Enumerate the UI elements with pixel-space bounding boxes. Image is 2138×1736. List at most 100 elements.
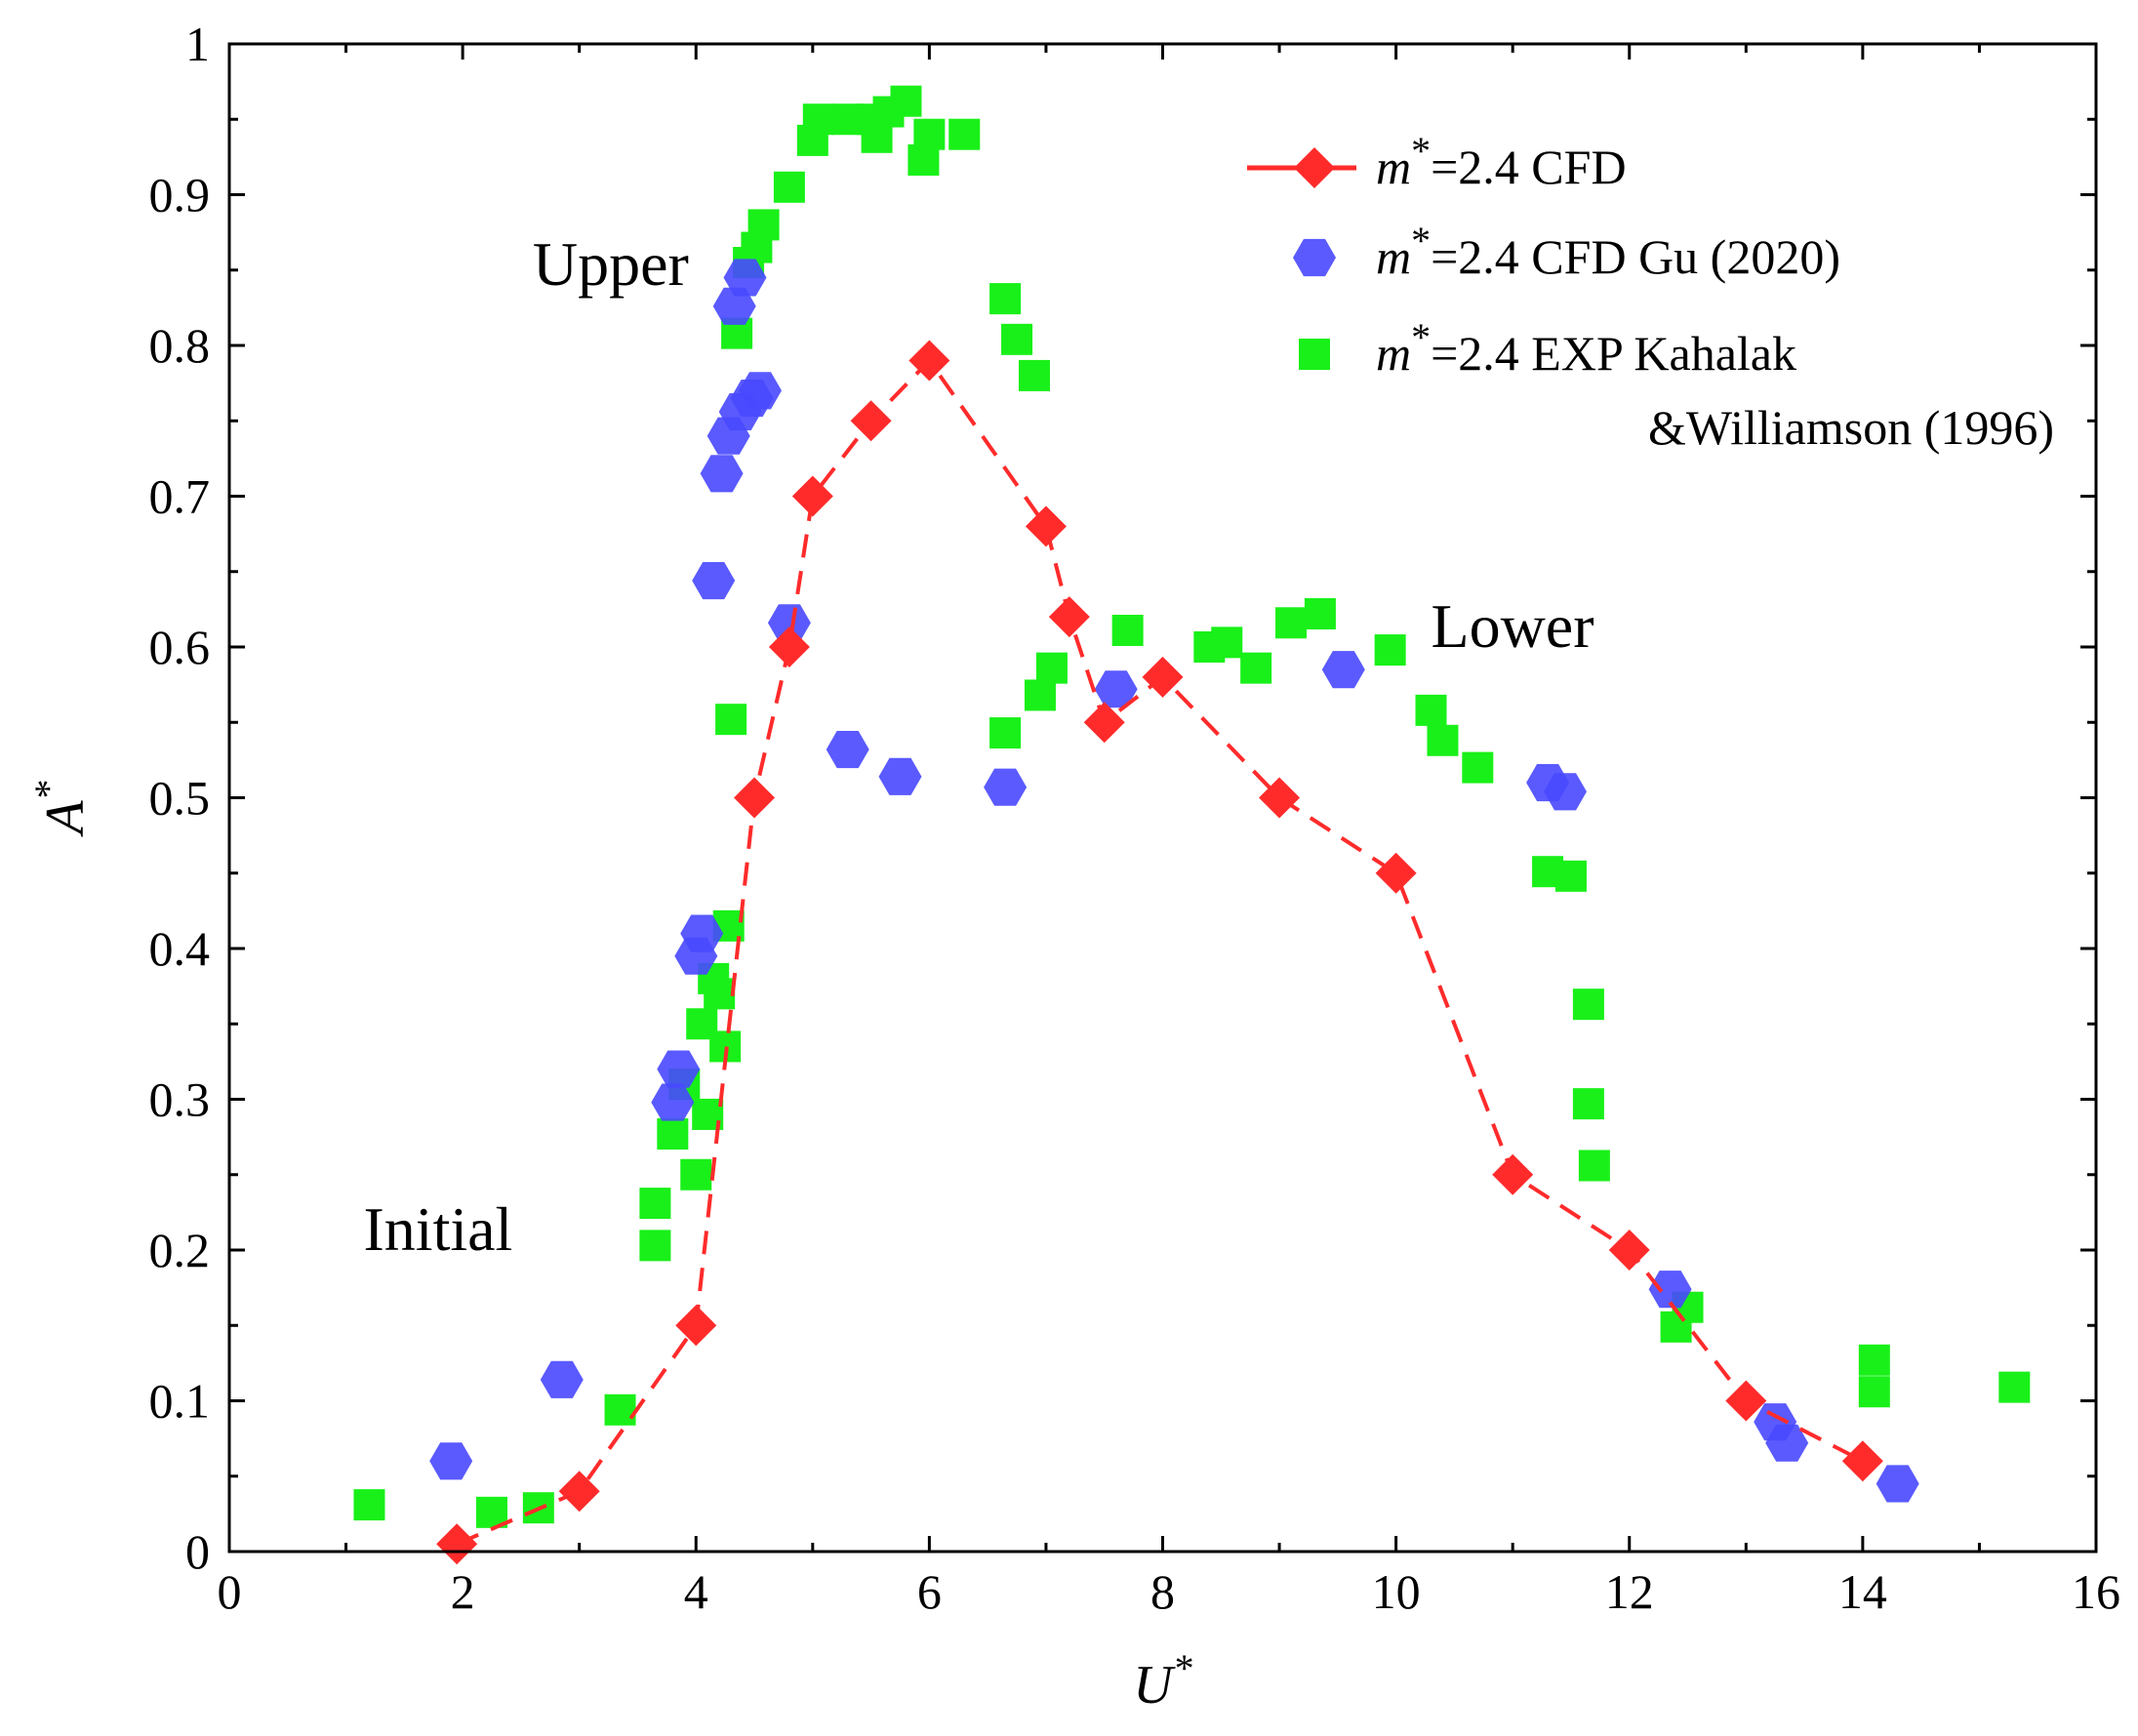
data-point-diamond	[558, 1471, 600, 1513]
data-point-square	[773, 171, 805, 203]
data-point-hexagon	[700, 455, 744, 493]
data-point-square	[948, 118, 981, 150]
data-point-square	[1998, 1371, 2031, 1403]
x-tick-label: 14	[1838, 1564, 1887, 1619]
data-point-hexagon	[826, 731, 869, 769]
y-tick-label: 1	[185, 17, 210, 71]
y-tick-label: 0.2	[149, 1223, 211, 1277]
y-tick-label: 0.8	[149, 318, 211, 373]
data-point-square	[704, 978, 736, 1010]
data-point-square	[1572, 1088, 1604, 1120]
x-tick-label: 2	[451, 1564, 475, 1619]
data-point-hexagon	[1765, 1424, 1809, 1462]
y-axis-title: A*	[26, 781, 96, 837]
x-tick-label: 0	[218, 1564, 242, 1619]
axis-title-superscript: *	[1173, 1646, 1192, 1690]
data-point-hexagon	[657, 1050, 701, 1088]
x-tick-label: 6	[917, 1564, 942, 1619]
data-point-hexagon	[1094, 670, 1138, 708]
series-square	[353, 85, 2031, 1528]
data-point-diamond	[675, 1305, 717, 1347]
y-tick-label: 0.7	[149, 469, 211, 524]
data-point-hexagon	[651, 1083, 695, 1121]
data-point-square	[802, 103, 834, 136]
legend-label-text: =2.4 CFD	[1431, 140, 1626, 194]
data-point-hexagon	[1648, 1271, 1692, 1309]
y-tick-label: 0.9	[149, 168, 211, 222]
regime-label-upper: Upper	[533, 229, 689, 299]
data-point-square	[1018, 359, 1050, 391]
data-point-diamond	[1375, 852, 1417, 894]
axis-title-text: A	[35, 800, 96, 838]
data-point-square	[1240, 652, 1272, 684]
data-point-square	[1035, 652, 1068, 684]
data-point-square	[1858, 1376, 1890, 1408]
data-point-diamond	[1048, 596, 1090, 638]
data-point-hexagon	[739, 372, 782, 410]
data-point-square	[1374, 634, 1406, 666]
axis-title-text: U	[1133, 1655, 1176, 1716]
y-tick-label: 0.3	[149, 1072, 211, 1127]
data-point-diamond	[436, 1523, 478, 1565]
data-point-diamond	[1492, 1153, 1534, 1195]
data-point-hexagon	[1876, 1465, 1919, 1503]
data-point-hexagon	[723, 259, 767, 297]
data-point-diamond	[768, 626, 810, 667]
data-point-hexagon	[1321, 651, 1365, 689]
data-point-square	[1111, 615, 1144, 647]
data-point-square	[1304, 598, 1336, 630]
y-tick-label: 0.6	[149, 620, 211, 674]
legend-marker-hexagon	[1293, 238, 1336, 277]
data-point-hexagon	[540, 1360, 584, 1398]
data-point-square	[639, 1188, 671, 1220]
data-point-square	[1275, 607, 1308, 639]
legend-symbol-m: m	[1376, 140, 1411, 194]
y-tick-label: 0.5	[149, 771, 211, 826]
legend-label-text: =2.4 EXP Kahalak	[1431, 326, 1796, 381]
regime-label-lower: Lower	[1431, 591, 1593, 661]
legend: m*=2.4 CFD m*=2.4 CFD Gu (2020) m*=2.4 EXP…	[1247, 129, 2054, 455]
data-point-hexagon	[712, 287, 756, 325]
legend-label-text: =2.4 CFD Gu (2020)	[1431, 229, 1840, 284]
series-layer	[353, 85, 2031, 1565]
data-point-square	[913, 118, 946, 150]
data-point-diamond	[908, 340, 950, 382]
data-point-square	[1024, 679, 1056, 711]
data-point-diamond	[1083, 702, 1125, 744]
data-point-square	[1554, 860, 1587, 892]
data-point-hexagon	[680, 914, 724, 952]
data-point-square	[989, 283, 1022, 315]
legend-marker-square	[1299, 339, 1330, 370]
data-point-hexagon	[1544, 773, 1587, 811]
data-point-square	[989, 717, 1022, 749]
data-point-square	[639, 1230, 671, 1262]
data-point-square	[353, 1489, 385, 1521]
axis-title-superscript: *	[26, 781, 70, 800]
plot-frame	[227, 42, 2098, 1554]
data-point-square	[1001, 323, 1033, 355]
data-point-square	[1858, 1344, 1890, 1376]
axis-labels: U* A*	[26, 781, 1192, 1716]
data-point-square	[1427, 724, 1459, 756]
data-point-diamond	[1142, 656, 1184, 698]
y-tick-label: 0.4	[149, 921, 211, 976]
x-tick-label: 8	[1150, 1564, 1175, 1619]
legend-symbol-m: m	[1376, 229, 1411, 284]
data-point-square	[1211, 626, 1243, 659]
data-point-diamond	[1608, 1230, 1650, 1271]
data-point-square	[657, 1118, 689, 1151]
y-tick-label: 0.1	[149, 1374, 211, 1429]
y-tick-label: 0	[185, 1524, 210, 1579]
series-diamond	[436, 340, 1883, 1565]
legend-symbol-star: *	[1411, 219, 1431, 262]
data-point-hexagon	[767, 604, 811, 642]
legend-label: m*=2.4 EXP Kahalak	[1376, 315, 1796, 381]
data-point-square	[747, 209, 780, 241]
data-point-square	[1415, 694, 1447, 726]
data-point-square	[680, 1158, 712, 1191]
data-point-square	[890, 85, 922, 117]
data-point-square	[1462, 751, 1494, 784]
legend-label: m*=2.4 CFD Gu (2020)	[1376, 219, 1840, 284]
data-point-hexagon	[692, 562, 736, 600]
